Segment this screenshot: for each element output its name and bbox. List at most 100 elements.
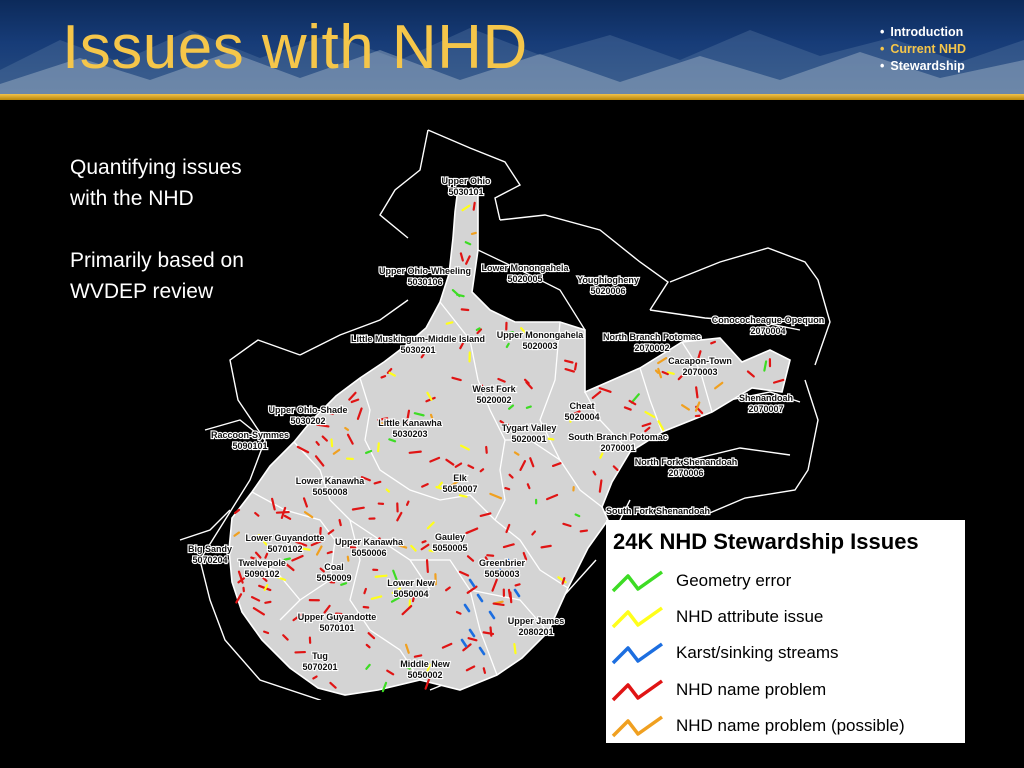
issue-mark [502,543,515,549]
issue-mark [326,411,335,415]
issue-mark [564,359,574,364]
issue-mark [479,512,492,517]
issue-mark [540,544,552,549]
legend-label: NHD name problem (possible) [676,716,905,735]
legend-swatch-karst [611,642,664,665]
legend-label: NHD attribute issue [676,607,824,626]
issue-mark [451,376,462,382]
issue-mark [694,401,701,412]
issue-mark [275,575,287,581]
issue-mark [513,451,520,456]
issue-mark [714,381,724,390]
issue-mark [385,488,391,493]
issue-mark-karst [476,593,484,603]
issue-mark [282,634,289,641]
issue-mark [681,404,691,411]
issue-mark [459,444,470,451]
issue-mark [458,494,468,498]
issue-mark [421,483,429,488]
region-label-upper-monongahela: Upper Monongahela 5020003 [497,330,584,351]
region-label-upper-guyandotte: Upper Guyandotte 5070101 [298,612,377,633]
region-label-lower-monongahela: Lower Monongahela 5020005 [481,263,569,284]
issue-mark [513,643,517,655]
issue-mark [497,377,506,383]
issue-mark [491,578,498,592]
outer-watershed-boundaries [179,129,831,700]
issue-mark [461,204,471,212]
issue-mark [365,663,371,670]
nav-item-introduction[interactable]: Introduction [880,24,966,41]
issue-mark [381,681,388,693]
issue-mark [405,409,411,423]
nav-item-stewardship[interactable]: Stewardship [880,58,966,75]
issue-mark [373,480,382,485]
issue-mark [666,371,675,375]
issue-mark [312,675,318,680]
issue-mark [254,551,262,559]
issue-mark [505,423,509,429]
issue-mark [405,500,410,506]
region-label-upper-ohio-wheeling: Upper Ohio-Wheeling 5030106 [379,266,471,287]
issue-mark [425,559,429,574]
issue-mark [235,593,243,604]
issue-mark [562,522,572,528]
issue-mark [547,437,555,441]
issue-mark [456,293,465,298]
issue-mark [465,255,471,265]
issue-mark [404,643,410,654]
issue-mark [435,485,445,491]
issue-mark [392,569,398,581]
issue-mark [429,456,441,463]
issue-mark [284,562,295,572]
issue-mark [657,420,665,431]
issue-mark [330,438,334,448]
region-label-little-kanawha: Little Kanawha 5030203 [378,418,443,439]
issue-mark [657,367,663,379]
issue-mark [252,607,265,616]
issue-mark [408,450,422,454]
issue-mark [321,435,328,442]
issue-mark [280,506,287,520]
issue-mark [551,462,562,468]
region-label-gauley: Gauley 5050005 [432,532,467,553]
issue-mark [283,514,292,520]
region-label-south-branch-potomac: South Branch Potomac 2070001 [568,432,668,453]
issue-mark [509,591,513,604]
slide-header: Issues with NHD Introduction Current NHD… [0,0,1024,96]
issue-mark [504,487,511,491]
issue-mark [346,555,350,562]
issue-mark [420,543,430,551]
issue-mark [445,458,455,466]
issue-mark [462,643,472,652]
issue-mark [472,201,476,211]
issue-mark [380,375,387,379]
issue-mark [455,610,462,615]
legend-panel: 24K NHD Stewardship Issues Geometry erro… [606,520,965,743]
issue-mark [499,420,505,425]
issue-mark [514,583,521,587]
issue-mark [661,370,669,376]
issue-mark [459,338,467,350]
issue-mark [302,497,308,508]
region-label-greenbrier: Greenbrier 5050003 [479,558,526,579]
issue-mark-karst [498,568,506,578]
issue-mark [426,521,435,530]
issue-mark [571,410,581,416]
region-label-cheat: Cheat 5020004 [564,401,599,422]
issue-mark [569,414,573,423]
issue-mark [315,440,320,446]
region-label-lower-new: Lower New 5050004 [387,578,436,599]
issue-mark [365,643,371,649]
issue-mark [319,567,325,573]
nav-item-current-nhd[interactable]: Current NHD [880,41,966,58]
issue-mark [641,422,652,428]
issue-mark [482,631,495,636]
legend-swatch-name-problem [611,679,664,702]
issue-mark [710,340,717,345]
legend-item-geometry-error: Geometry error [606,567,965,597]
issue-mark [644,426,651,433]
issue-mark [263,630,270,635]
issue-mark [479,468,485,473]
issue-mark [482,667,487,674]
issue-mark [295,540,308,547]
